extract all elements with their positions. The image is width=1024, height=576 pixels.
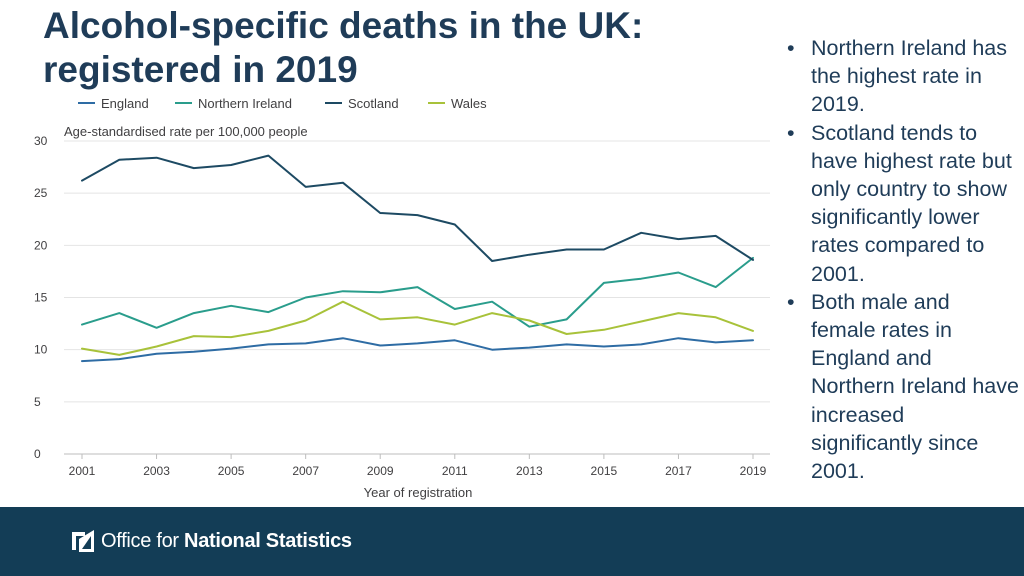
ons-logo-text: Office for National Statistics bbox=[101, 530, 352, 553]
chart-legend: England Northern Ireland Scotland Wales bbox=[78, 96, 487, 111]
logo-text-bold: National Statistics bbox=[184, 529, 352, 552]
series-line-northern-ireland bbox=[81, 256, 754, 329]
chart-gridlines bbox=[64, 140, 770, 455]
x-tick-label: 2013 bbox=[516, 464, 543, 478]
legend-label: Wales bbox=[451, 96, 487, 111]
series-line-wales bbox=[81, 300, 754, 356]
legend-label: Scotland bbox=[348, 96, 399, 111]
logo-text-regular: Office for bbox=[101, 529, 179, 552]
x-tick-label: 2005 bbox=[218, 464, 245, 478]
legend-item-wales: Wales bbox=[428, 96, 487, 111]
x-tick-label: 2003 bbox=[143, 464, 170, 478]
legend-item-northern-ireland: Northern Ireland bbox=[175, 96, 292, 111]
series-line-england bbox=[81, 337, 754, 363]
key-points-list: Northern Ireland has the highest rate in… bbox=[786, 34, 1020, 485]
legend-label: Northern Ireland bbox=[198, 96, 292, 111]
legend-label: England bbox=[101, 96, 149, 111]
x-tick-label: 2017 bbox=[665, 464, 692, 478]
x-tick-label: 2011 bbox=[442, 464, 468, 478]
x-axis-ticks: 2001 2003 2005 2007 2009 2011 2013 2015 2017 2019 bbox=[69, 454, 767, 478]
key-point: Both male and female rates in England an… bbox=[786, 288, 1020, 485]
y-tick-label: 0 bbox=[34, 447, 41, 461]
key-point: Scotland tends to have highest rate but … bbox=[786, 119, 1020, 288]
y-tick-label: 15 bbox=[34, 291, 48, 305]
y-tick-label: 5 bbox=[34, 395, 41, 409]
slide-title: Alcohol-specific deaths in the UK: regis… bbox=[43, 5, 644, 90]
y-tick-label: 20 bbox=[34, 238, 48, 252]
x-tick-label: 2019 bbox=[740, 464, 767, 478]
x-axis-label: Year of registration bbox=[364, 485, 473, 500]
y-tick-label: 30 bbox=[34, 134, 48, 148]
y-axis-label: Age-standardised rate per 100,000 people bbox=[64, 124, 308, 139]
line-chart: England Northern Ireland Scotland Wales Age… bbox=[34, 96, 770, 500]
x-tick-label: 2015 bbox=[591, 464, 618, 478]
y-axis-ticks: 0 5 10 15 20 25 30 bbox=[34, 134, 48, 461]
x-tick-label: 2001 bbox=[69, 464, 96, 478]
key-point: Northern Ireland has the highest rate in… bbox=[786, 34, 1020, 119]
y-tick-label: 25 bbox=[34, 186, 48, 200]
x-tick-label: 2009 bbox=[367, 464, 394, 478]
legend-item-england: England bbox=[78, 96, 149, 111]
footer-bar: Office for National Statistics bbox=[0, 507, 1024, 576]
chart-series bbox=[81, 154, 754, 363]
y-tick-label: 10 bbox=[34, 343, 48, 357]
series-line-scotland bbox=[81, 154, 754, 262]
legend-item-scotland: Scotland bbox=[325, 96, 399, 111]
ons-logo: Office for National Statistics bbox=[70, 528, 352, 554]
x-tick-label: 2007 bbox=[292, 464, 319, 478]
ons-logo-icon bbox=[72, 530, 94, 552]
